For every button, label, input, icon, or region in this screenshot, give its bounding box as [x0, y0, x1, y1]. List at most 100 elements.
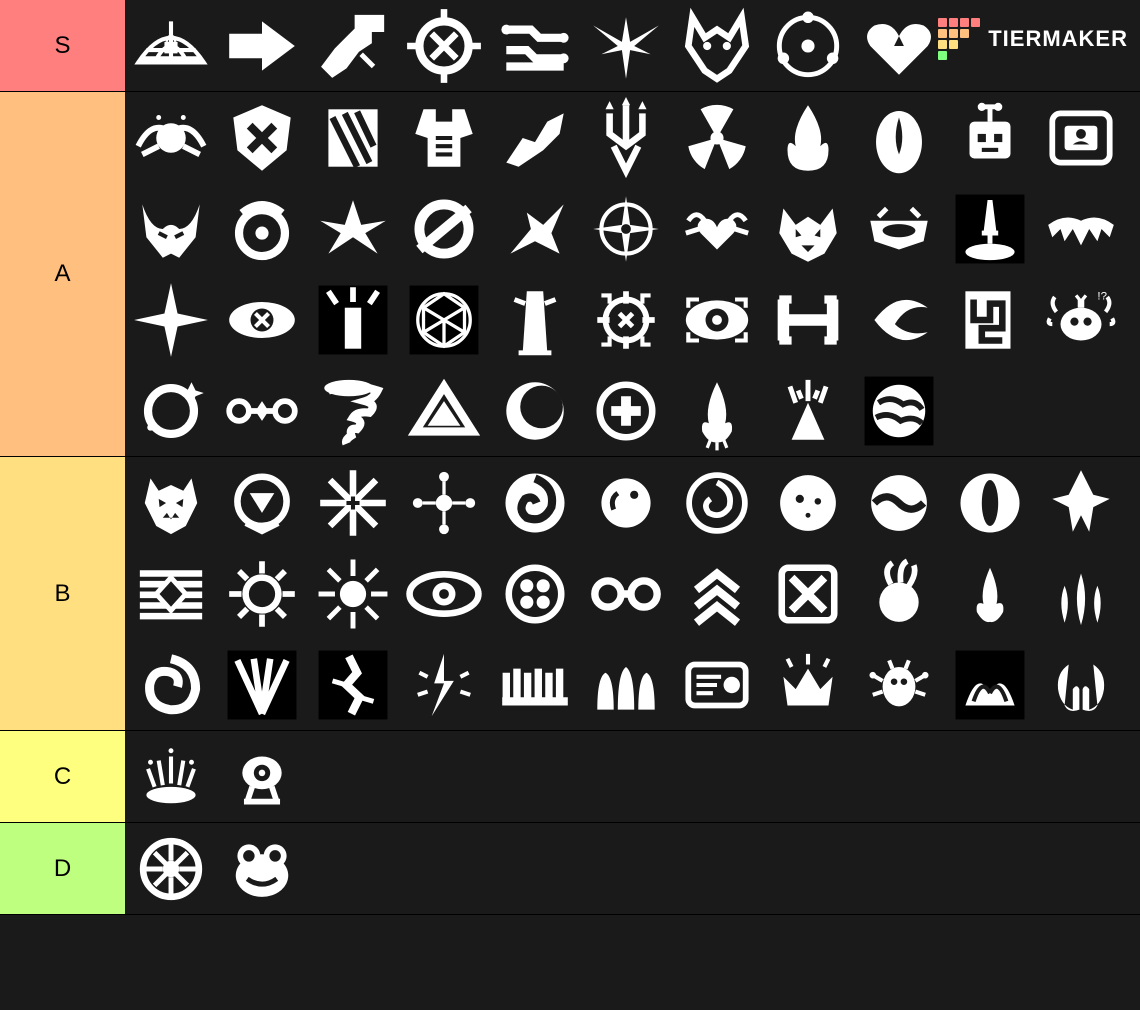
- tier-items[interactable]: [125, 731, 1140, 822]
- spiral-ring-icon[interactable]: [671, 457, 762, 548]
- orb-glow-icon[interactable]: [580, 457, 671, 548]
- sword-pool-icon[interactable]: [944, 183, 1035, 274]
- tier-row-a: A: [0, 92, 1140, 457]
- geo-sphere-icon[interactable]: [398, 274, 489, 365]
- eye-wide-icon[interactable]: [398, 548, 489, 639]
- circuit-icon[interactable]: [489, 0, 580, 91]
- tier-items[interactable]: [125, 92, 1140, 456]
- tier-items[interactable]: [125, 457, 1140, 730]
- comb-icon[interactable]: [489, 639, 580, 730]
- id-card-icon[interactable]: [1035, 92, 1126, 183]
- chevrons-up-icon[interactable]: [671, 548, 762, 639]
- trident-crest-icon[interactable]: [580, 92, 671, 183]
- target-x-icon[interactable]: [580, 274, 671, 365]
- tier-label[interactable]: B: [0, 457, 125, 730]
- tech-panel-icon[interactable]: [671, 639, 762, 730]
- alarm-bot-icon[interactable]: [1035, 274, 1126, 365]
- moon-face-icon[interactable]: [762, 457, 853, 548]
- visor-icon[interactable]: [853, 183, 944, 274]
- tier-label[interactable]: A: [0, 92, 125, 456]
- plus-circle-icon[interactable]: [580, 365, 671, 456]
- wave-pillars-icon[interactable]: [580, 639, 671, 730]
- wave-circle-icon[interactable]: [853, 457, 944, 548]
- dome-lock-icon[interactable]: [125, 0, 216, 91]
- pillar-burst-icon[interactable]: [307, 274, 398, 365]
- x-box-icon[interactable]: [762, 548, 853, 639]
- spark-bolt-icon[interactable]: [398, 639, 489, 730]
- bug-signal-icon[interactable]: [853, 639, 944, 730]
- snowflake-plus-icon[interactable]: [307, 457, 398, 548]
- horned-mask-icon[interactable]: [125, 183, 216, 274]
- globe-swirl-icon[interactable]: [853, 365, 944, 456]
- crescent-blade-icon[interactable]: [853, 274, 944, 365]
- oval-flame-icon[interactable]: [853, 92, 944, 183]
- eruption-icon[interactable]: [762, 365, 853, 456]
- link-chain-icon[interactable]: [580, 548, 671, 639]
- link-diamond-icon[interactable]: [216, 365, 307, 456]
- demon-face-icon[interactable]: [762, 183, 853, 274]
- camera-bot-icon[interactable]: [216, 731, 307, 822]
- triangle-icon[interactable]: [398, 365, 489, 456]
- tier-items[interactable]: [125, 823, 1140, 914]
- heart-spark-icon[interactable]: [853, 0, 944, 91]
- crown-burst-icon[interactable]: [762, 639, 853, 730]
- tier-label[interactable]: C: [0, 731, 125, 822]
- dot-orbit-icon[interactable]: [398, 457, 489, 548]
- arrow-right-icon[interactable]: [216, 0, 307, 91]
- tier-label[interactable]: S: [0, 0, 125, 91]
- quad-circle-icon[interactable]: [489, 548, 580, 639]
- winged-crest-icon[interactable]: [580, 0, 671, 91]
- stripes-gem-icon[interactable]: [125, 548, 216, 639]
- shatter-icon[interactable]: [489, 183, 580, 274]
- watermark-grid-icon: [938, 18, 980, 60]
- wing-blade-icon[interactable]: [307, 183, 398, 274]
- wave-banner-icon[interactable]: [944, 639, 1035, 730]
- bracket-line-icon[interactable]: [762, 274, 853, 365]
- slash-panel-icon[interactable]: [307, 92, 398, 183]
- crosshair-x-icon[interactable]: [398, 0, 489, 91]
- oni-face-icon[interactable]: [125, 457, 216, 548]
- maw-icon[interactable]: [1035, 183, 1126, 274]
- maze-block-icon[interactable]: [944, 274, 1035, 365]
- heart-wings-icon[interactable]: [671, 183, 762, 274]
- beast-leap-icon[interactable]: [489, 92, 580, 183]
- crack-icon[interactable]: [307, 639, 398, 730]
- wheel-x-icon[interactable]: [125, 823, 216, 914]
- fireball-icon[interactable]: [853, 548, 944, 639]
- shield-x-icon[interactable]: [216, 92, 307, 183]
- compass-star-icon[interactable]: [580, 183, 671, 274]
- turret-icon[interactable]: [307, 0, 398, 91]
- flame-icon[interactable]: [762, 92, 853, 183]
- torso-armor-icon[interactable]: [398, 92, 489, 183]
- robot-head-icon[interactable]: [944, 92, 1035, 183]
- crest-point-icon[interactable]: [1035, 457, 1126, 548]
- tier-label[interactable]: D: [0, 823, 125, 914]
- tier-row-c: C: [0, 731, 1140, 823]
- burst-ring-icon[interactable]: [216, 548, 307, 639]
- eye-x-icon[interactable]: [216, 274, 307, 365]
- halo-ring-icon[interactable]: [216, 183, 307, 274]
- ring-slash-icon[interactable]: [398, 183, 489, 274]
- tornado-icon[interactable]: [307, 365, 398, 456]
- eye-slit-icon[interactable]: [944, 457, 1035, 548]
- sun-ray-icon[interactable]: [307, 548, 398, 639]
- beam-spread-icon[interactable]: [216, 639, 307, 730]
- tri-flame-icon[interactable]: [1035, 548, 1126, 639]
- down-triangle-icon[interactable]: [216, 457, 307, 548]
- flame-drop-icon[interactable]: [671, 365, 762, 456]
- radiation-icon[interactable]: [671, 92, 762, 183]
- fox-mask-icon[interactable]: [671, 0, 762, 91]
- orbit-node-icon[interactable]: [762, 0, 853, 91]
- frog-face-icon[interactable]: [216, 823, 307, 914]
- winged-orb-icon[interactable]: [125, 92, 216, 183]
- flame-small-icon[interactable]: [944, 548, 1035, 639]
- crescent-ring-icon[interactable]: [489, 365, 580, 456]
- spark-star-icon[interactable]: [125, 274, 216, 365]
- swirl-ring-icon[interactable]: [125, 639, 216, 730]
- eye-shield-icon[interactable]: [671, 274, 762, 365]
- swirl-dark-icon[interactable]: [489, 457, 580, 548]
- monolith-icon[interactable]: [489, 274, 580, 365]
- splash-sparkle-icon[interactable]: [125, 731, 216, 822]
- ring-sparkle-icon[interactable]: [125, 365, 216, 456]
- twin-heads-icon[interactable]: [1035, 639, 1126, 730]
